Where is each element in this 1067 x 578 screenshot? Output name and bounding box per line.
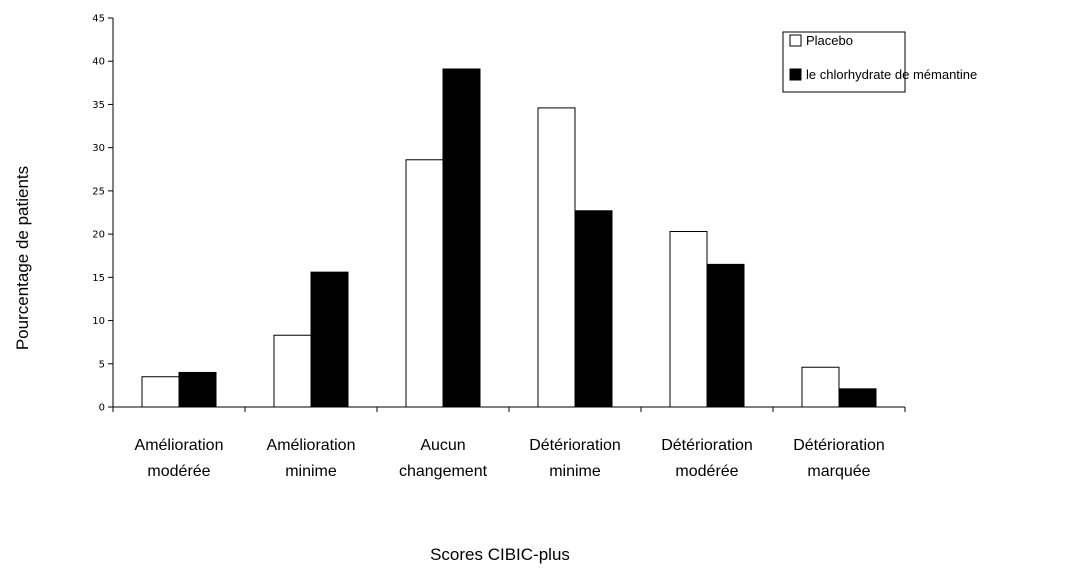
bar-placebo (273, 334, 312, 408)
y-axis-title: Pourcentage de patients (13, 166, 32, 350)
category-label-line: modérée (147, 463, 210, 480)
x-axis (112, 406, 906, 412)
category-label-line: Détérioration (793, 437, 885, 454)
y-tick-label: 20 (92, 230, 105, 241)
category-label: Détérioration minime (529, 437, 621, 480)
bar-memantine (838, 388, 877, 408)
bar-memantine (310, 271, 349, 408)
bar-memantine (574, 210, 613, 408)
y-tick-label: 30 (92, 143, 105, 154)
y-tick-label: 35 (92, 100, 105, 111)
bars (141, 68, 877, 408)
y-tick-label: 40 (92, 57, 105, 68)
bar-memantine (706, 263, 745, 408)
x-axis-title: Scores CIBIC-plus (430, 545, 570, 564)
legend: Placebo le chlorhydrate de mémantine (782, 31, 977, 93)
category-label-line: Aucun (420, 437, 465, 454)
category-labels: Amélioration modérée Amélioration minime Auc… (135, 437, 885, 480)
y-tick-label: 15 (92, 273, 105, 284)
category-label: Détérioration modérée (661, 437, 753, 480)
y-tick-label: 25 (92, 186, 105, 197)
category-label-line: modérée (675, 463, 738, 480)
bar-placebo (405, 159, 444, 408)
category-label-line: minime (549, 463, 601, 480)
bar-placebo (801, 366, 840, 408)
bar-memantine (178, 371, 217, 408)
category-label-line: Détérioration (529, 437, 621, 454)
y-tick-label: 45 (92, 14, 105, 25)
category-label-line: changement (399, 463, 488, 480)
legend-label: Placebo (806, 33, 853, 48)
y-axis: 0 5 10 15 20 25 30 35 40 45 (92, 14, 114, 414)
category-label: Aucun changement (399, 437, 488, 480)
category-label-line: Amélioration (135, 437, 224, 454)
bar-placebo (669, 231, 708, 408)
category-label-line: Amélioration (267, 437, 356, 454)
y-tick-label: 10 (92, 316, 105, 327)
y-tick-label: 0 (99, 403, 105, 414)
category-label: Détérioration marquée (793, 437, 885, 480)
legend-label: le chlorhydrate de mémantine (806, 67, 977, 82)
legend-frame (782, 31, 906, 93)
category-label-line: minime (285, 463, 337, 480)
bar-memantine (442, 68, 481, 408)
y-tick-label: 5 (99, 359, 105, 370)
legend-swatch-placebo (789, 34, 802, 47)
bar-placebo (537, 107, 576, 408)
category-label: Amélioration minime (267, 437, 356, 480)
legend-swatch-memantine (789, 68, 802, 81)
category-label-line: marquée (807, 463, 870, 480)
category-label: Amélioration modérée (135, 437, 224, 480)
category-label-line: Détérioration (661, 437, 753, 454)
bar-placebo (141, 376, 180, 408)
